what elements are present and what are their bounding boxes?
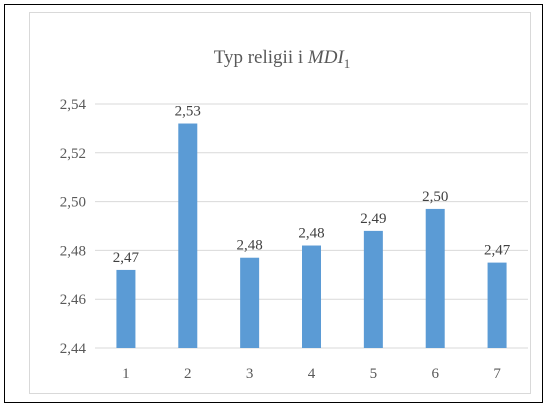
x-tick-label: 6 <box>431 366 439 382</box>
data-label: 2,47 <box>484 243 511 259</box>
data-label: 2,50 <box>422 189 448 205</box>
y-axis: 2,44 2,46 2,48 2,50 2,52 2,54 <box>60 97 87 357</box>
chart-title-italic: MDI <box>307 47 346 68</box>
data-label: 2,47 <box>113 250 140 266</box>
chart-title-main: Typ religii i <box>214 47 308 68</box>
y-tick-label: 2,50 <box>60 195 86 211</box>
y-tick-label: 2,46 <box>60 292 87 308</box>
bar <box>487 262 507 348</box>
x-tick-label: 1 <box>122 366 130 382</box>
data-label: 2,48 <box>237 238 263 254</box>
data-labels: 2,47 2,53 2,48 2,48 2,49 2,50 2,47 <box>113 104 511 266</box>
x-tick-label: 3 <box>246 366 254 382</box>
x-tick-label: 5 <box>370 366 378 382</box>
chart-title: Typ religii i MDI1 <box>214 47 351 71</box>
x-tick-label: 4 <box>308 366 316 382</box>
bar <box>302 245 321 348</box>
bars <box>116 123 507 349</box>
y-tick-label: 2,48 <box>60 243 86 259</box>
bar <box>363 230 383 348</box>
bar <box>116 269 136 348</box>
y-tick-label: 2,52 <box>60 146 86 162</box>
y-tick-label: 2,44 <box>60 341 87 357</box>
chart-area <box>29 12 531 394</box>
bar <box>425 208 445 348</box>
data-label: 2,49 <box>360 211 386 227</box>
data-label: 2,53 <box>175 104 201 120</box>
bar <box>178 123 198 349</box>
x-axis: 1 2 3 4 5 6 7 <box>122 366 501 382</box>
x-tick-label: 7 <box>493 366 501 382</box>
chart-title-subscript: 1 <box>344 56 351 71</box>
y-tick-label: 2,54 <box>60 97 87 113</box>
bar <box>240 257 260 348</box>
x-tick-label: 2 <box>184 366 192 382</box>
data-label: 2,48 <box>298 226 324 242</box>
